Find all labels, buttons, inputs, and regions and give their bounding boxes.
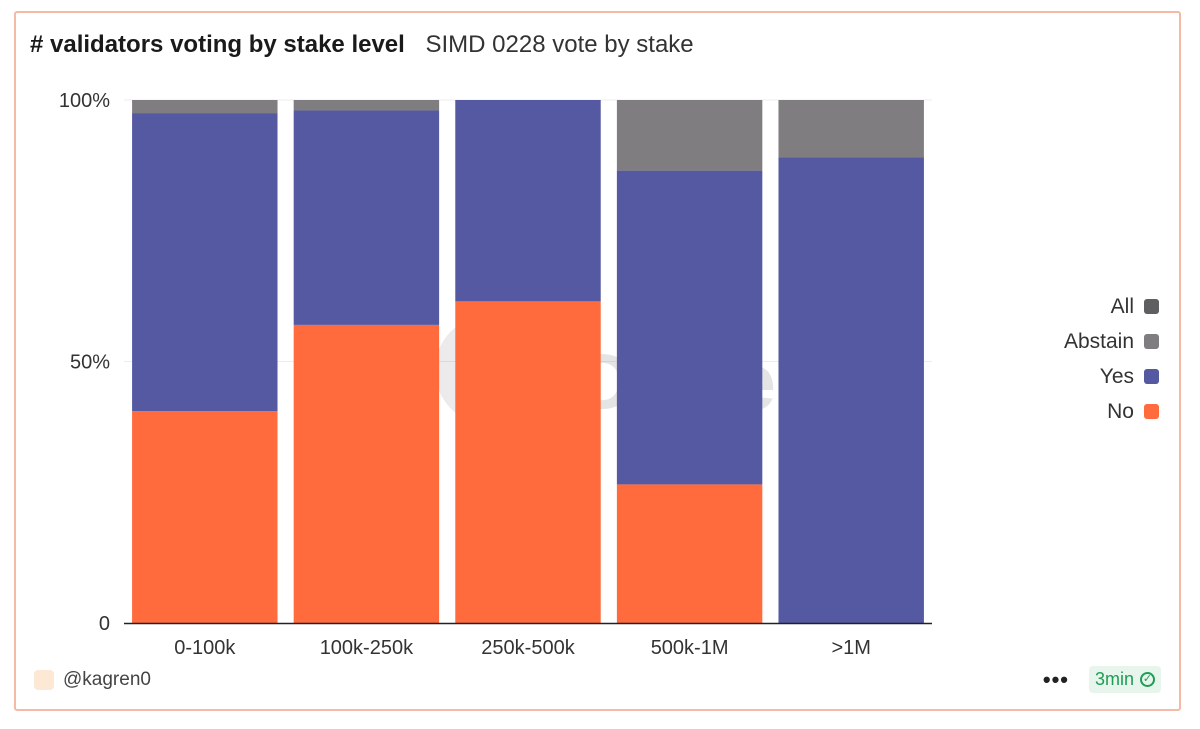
chart-card: # validators voting by stake level SIMD … xyxy=(14,11,1181,711)
y-tick-label: 100% xyxy=(59,90,110,112)
legend-item-abstain[interactable]: Abstain xyxy=(959,324,1159,359)
bar-segment-abstain xyxy=(616,100,763,171)
refresh-status-badge[interactable]: 3min ✓ xyxy=(1088,666,1161,693)
x-tick-label: 100k-250k xyxy=(320,637,414,659)
x-tick-label: 250k-500k xyxy=(481,637,575,659)
bar-segment-yes xyxy=(132,113,278,412)
chart-header: # validators voting by stake level SIMD … xyxy=(30,31,694,59)
footer-actions: ••• 3min ✓ xyxy=(1043,666,1161,693)
bar-segment-no xyxy=(132,411,278,623)
stacked-bar-chart: Dune0-100k100k-250k250k-500k500k-1M>1M05… xyxy=(59,90,932,659)
legend-swatch xyxy=(1144,299,1159,314)
bar-segment-yes xyxy=(778,157,924,623)
legend-item-no[interactable]: No xyxy=(959,394,1159,429)
y-tick-label: 50% xyxy=(70,352,110,374)
refresh-interval: 3min xyxy=(1094,669,1134,689)
legend-item-all[interactable]: All xyxy=(959,289,1159,324)
chart-title: # validators voting by stake level xyxy=(30,31,405,58)
author-handle: @kagren0 xyxy=(63,669,151,690)
bar-segment-abstain xyxy=(778,100,924,158)
x-tick-label: 0-100k xyxy=(174,637,236,659)
x-tick-label: >1M xyxy=(831,637,870,659)
author-info[interactable]: @kagren0 xyxy=(34,669,151,691)
check-circle-icon: ✓ xyxy=(1140,672,1155,687)
bar-segment-abstain xyxy=(132,100,278,114)
bar-segment-no xyxy=(293,324,440,623)
more-options-icon[interactable]: ••• xyxy=(1042,666,1069,692)
legend-label: Abstain xyxy=(1063,329,1134,353)
legend-label: No xyxy=(1107,399,1134,423)
legend-label: Yes xyxy=(1099,364,1134,388)
legend-swatch xyxy=(1144,369,1159,384)
legend-label: All xyxy=(1110,294,1134,318)
x-tick-label: 500k-1M xyxy=(651,637,729,659)
y-tick-label: 0 xyxy=(99,613,110,635)
legend-item-yes[interactable]: Yes xyxy=(959,359,1159,394)
bar-segment-yes xyxy=(616,170,763,485)
chart-subtitle: SIMD 0228 vote by stake xyxy=(425,31,694,58)
bar-segment-yes xyxy=(293,110,440,325)
legend-swatch xyxy=(1144,404,1159,419)
chart-legend: All Abstain Yes No xyxy=(959,289,1159,429)
avatar xyxy=(34,670,54,690)
legend-swatch xyxy=(1144,334,1159,349)
bar-segment-no xyxy=(616,484,763,623)
bar-segment-yes xyxy=(455,100,601,302)
bar-segment-abstain xyxy=(293,100,440,111)
bar-segment-no xyxy=(455,301,601,623)
